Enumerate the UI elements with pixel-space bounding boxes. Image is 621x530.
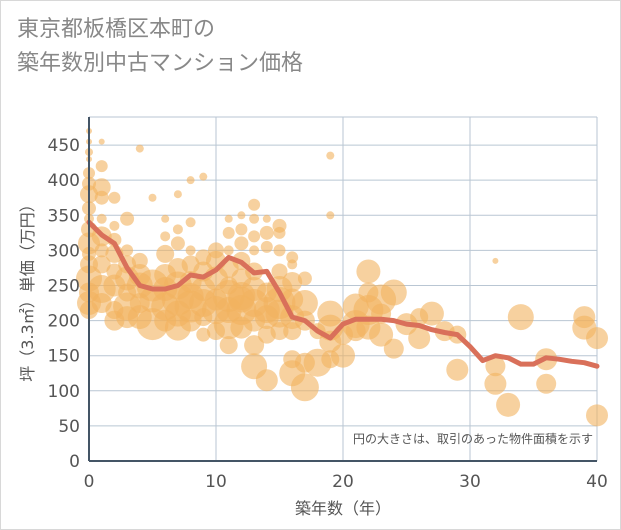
data-bubble: [536, 373, 557, 394]
data-bubble: [369, 322, 394, 347]
data-bubble: [237, 211, 246, 220]
data-bubble: [485, 356, 506, 377]
data-bubble: [282, 271, 303, 292]
data-bubble: [185, 217, 196, 228]
x-tick-label: 10: [205, 472, 227, 492]
data-bubble: [586, 404, 608, 427]
data-bubble: [262, 214, 271, 223]
data-bubble: [419, 301, 444, 326]
data-bubble: [331, 343, 355, 368]
data-bubble: [94, 190, 109, 205]
data-bubble: [224, 214, 233, 223]
x-tick-label: 40: [586, 472, 608, 492]
data-bubble: [270, 322, 289, 341]
x-tick-label: 30: [459, 472, 481, 492]
size-note: 円の大きさは、取引のあった物件面積を示す: [353, 431, 593, 446]
data-bubble: [248, 230, 261, 243]
data-bubble: [380, 279, 407, 306]
data-bubble: [120, 211, 135, 226]
data-bubble: [199, 172, 208, 181]
chart-title-line1: 東京都板橋区本町の: [17, 17, 216, 42]
data-bubble: [287, 259, 298, 270]
y-tick-label: 50: [58, 417, 80, 437]
y-tick-label: 200: [48, 312, 80, 332]
data-bubble: [271, 263, 288, 280]
data-bubble: [249, 245, 260, 256]
data-bubble: [244, 335, 265, 356]
data-bubble: [248, 198, 261, 211]
data-bubble: [94, 243, 109, 258]
data-bubble: [173, 190, 182, 199]
data-bubble: [185, 245, 196, 256]
data-bubble: [291, 290, 318, 317]
x-tick-label: 20: [332, 472, 354, 492]
y-tick-label: 0: [69, 452, 80, 472]
data-bubble: [108, 191, 121, 204]
data-bubble: [160, 231, 171, 242]
data-bubble: [408, 327, 431, 350]
data-bubble: [297, 271, 312, 286]
data-bubble: [326, 151, 335, 160]
data-bubble: [96, 213, 107, 224]
data-bubble: [586, 327, 608, 350]
x-axis-title: 築年数（年）: [295, 499, 391, 518]
data-bubble: [492, 257, 499, 264]
y-tick-label: 250: [48, 276, 80, 296]
y-tick-label: 300: [48, 241, 80, 261]
trend-line: [86, 219, 600, 369]
data-bubble: [273, 226, 286, 239]
data-bubble: [95, 160, 108, 173]
y-tick-label: 150: [48, 347, 80, 367]
trend-line-layer: [86, 219, 600, 369]
data-bubble: [356, 259, 381, 284]
data-bubble: [496, 392, 521, 417]
data-bubble: [507, 304, 534, 331]
tick-labels: 0 50 100 150 200 250 300 350 400 450 0 10 20 30 40: [48, 136, 608, 492]
data-bubble: [170, 236, 185, 251]
data-bubble: [283, 322, 302, 341]
y-tick-label: 100: [48, 382, 80, 402]
y-tick-label: 350: [48, 206, 80, 226]
bubble-layer: [76, 128, 608, 427]
data-bubble: [92, 255, 111, 274]
x-tick-label: 0: [84, 472, 95, 492]
y-tick-label: 450: [48, 136, 80, 156]
data-bubble: [196, 327, 211, 342]
data-bubble: [135, 144, 144, 153]
data-bubble: [156, 244, 175, 263]
data-bubble: [219, 336, 238, 355]
data-bubble: [161, 214, 170, 223]
data-bubble: [446, 358, 469, 381]
data-bubble: [260, 240, 273, 253]
data-bubble: [172, 224, 183, 235]
y-axis-title: 坪（3.3㎡）単価（万円）: [18, 196, 37, 381]
data-bubble: [273, 244, 286, 257]
data-bubble: [255, 369, 278, 392]
chart-title: 東京都板橋区本町の 築年数別中古マンション価格: [17, 13, 303, 81]
axes: [88, 117, 597, 462]
y-tick-label: 400: [48, 171, 80, 191]
chart-title-line2: 築年数別中古マンション価格: [17, 51, 304, 76]
data-bubble: [326, 211, 335, 220]
data-bubble: [92, 178, 111, 197]
data-bubble: [223, 245, 234, 256]
data-bubble: [109, 220, 120, 231]
data-bubble: [98, 138, 105, 145]
data-bubble: [259, 225, 274, 240]
data-bubble: [235, 223, 248, 236]
data-bubble: [186, 176, 195, 185]
data-bubble: [148, 193, 157, 202]
data-bubble: [249, 213, 260, 224]
data-bubble: [222, 226, 235, 239]
data-bubble: [290, 373, 319, 402]
data-bubble: [383, 338, 404, 359]
data-bubble: [484, 372, 507, 395]
data-bubble: [286, 251, 299, 264]
data-bubble: [234, 236, 249, 251]
data-bubble: [121, 244, 134, 257]
